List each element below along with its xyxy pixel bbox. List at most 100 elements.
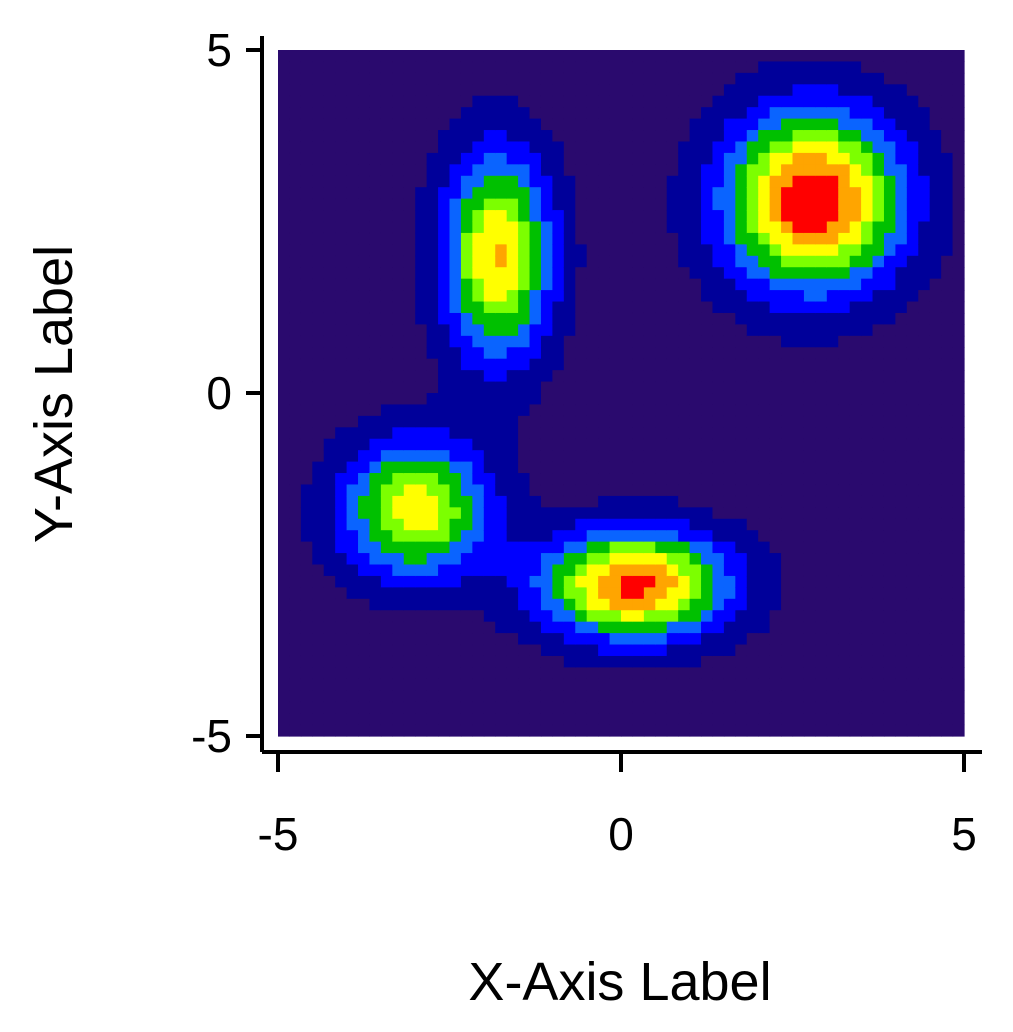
heatmap-cell <box>849 347 862 360</box>
heatmap-cell <box>460 461 473 474</box>
heatmap-cell <box>666 690 679 703</box>
heatmap-cell <box>712 484 725 497</box>
heatmap-cell <box>289 290 302 303</box>
heatmap-cell <box>678 690 691 703</box>
heatmap-cell <box>918 553 931 566</box>
heatmap-cell <box>792 393 805 406</box>
heatmap-cell <box>701 301 714 314</box>
heatmap-cell <box>872 335 885 348</box>
heatmap-cell <box>312 530 325 543</box>
heatmap-cell <box>552 290 565 303</box>
heatmap-cell <box>689 655 702 668</box>
heatmap-cell <box>758 575 771 588</box>
heatmap-cell <box>941 530 954 543</box>
heatmap-cell <box>849 335 862 348</box>
heatmap-cell <box>380 267 393 280</box>
heatmap-cell <box>472 301 485 314</box>
heatmap-cell <box>689 72 702 85</box>
heatmap-cell <box>598 621 611 634</box>
heatmap-cell <box>449 484 462 497</box>
heatmap-cell <box>460 255 473 268</box>
heatmap-cell <box>426 50 439 63</box>
heatmap-cell <box>838 701 851 714</box>
heatmap-cell <box>883 644 896 657</box>
heatmap-cell <box>952 84 965 97</box>
heatmap-cell <box>666 655 679 668</box>
heatmap-cell <box>552 370 565 383</box>
heatmap-cell <box>861 130 874 143</box>
heatmap-cell <box>815 587 828 600</box>
heatmap-cell <box>358 232 371 245</box>
heatmap-cell <box>540 415 553 428</box>
heatmap-cell <box>506 644 519 657</box>
heatmap-cell <box>849 553 862 566</box>
heatmap-cell <box>518 701 531 714</box>
heatmap-cell <box>323 701 336 714</box>
heatmap-cell <box>380 370 393 383</box>
heatmap-cell <box>735 644 748 657</box>
heatmap-cell <box>895 175 908 188</box>
heatmap-cell <box>529 107 542 120</box>
heatmap-cell <box>803 175 816 188</box>
heatmap-cell <box>323 324 336 337</box>
heatmap-cell <box>563 450 576 463</box>
heatmap-cell <box>312 701 325 714</box>
heatmap-cell <box>826 461 839 474</box>
heatmap-cell <box>735 312 748 325</box>
heatmap-cell <box>792 724 805 737</box>
heatmap-cell <box>655 130 668 143</box>
heatmap-cell <box>906 107 919 120</box>
heatmap-cell <box>632 255 645 268</box>
heatmap-cell <box>952 107 965 120</box>
heatmap-cell <box>621 290 634 303</box>
heatmap-cell <box>826 427 839 440</box>
heatmap-cell <box>346 518 359 531</box>
heatmap-cell <box>895 107 908 120</box>
heatmap-cell <box>655 187 668 200</box>
heatmap-cell <box>346 232 359 245</box>
heatmap-cell <box>460 530 473 543</box>
heatmap-cell <box>689 427 702 440</box>
heatmap-cell <box>758 152 771 165</box>
heatmap-cell <box>758 232 771 245</box>
heatmap-cell <box>781 141 794 154</box>
heatmap-cell <box>552 118 565 131</box>
heatmap-cell <box>689 312 702 325</box>
heatmap-cell <box>621 667 634 680</box>
heatmap-cell <box>781 267 794 280</box>
heatmap-cell <box>895 335 908 348</box>
heatmap-cell <box>689 598 702 611</box>
heatmap-cell <box>312 221 325 234</box>
heatmap-cell <box>621 210 634 223</box>
heatmap-cell <box>335 244 348 257</box>
heatmap-cell <box>723 335 736 348</box>
heatmap-cell <box>518 644 531 657</box>
heatmap-cell <box>803 267 816 280</box>
heatmap-cell <box>918 518 931 531</box>
heatmap-cell <box>598 530 611 543</box>
heatmap-cell <box>746 678 759 691</box>
heatmap-cell <box>746 724 759 737</box>
heatmap-cell <box>655 701 668 714</box>
heatmap-cell <box>689 530 702 543</box>
heatmap-cell <box>941 507 954 520</box>
heatmap-cell <box>689 198 702 211</box>
heatmap-cell <box>472 187 485 200</box>
heatmap-cell <box>735 438 748 451</box>
heatmap-cell <box>586 50 599 63</box>
heatmap-cell <box>380 141 393 154</box>
heatmap-cell <box>918 312 931 325</box>
heatmap-cell <box>312 381 325 394</box>
heatmap-cell <box>586 358 599 371</box>
heatmap-cell <box>472 415 485 428</box>
heatmap-cell <box>666 267 679 280</box>
heatmap-cell <box>941 598 954 611</box>
heatmap-cell <box>781 484 794 497</box>
heatmap-cell <box>826 278 839 291</box>
heatmap-cell <box>632 415 645 428</box>
heatmap-cell <box>769 358 782 371</box>
heatmap-cell <box>323 530 336 543</box>
heatmap-cell <box>803 507 816 520</box>
heatmap-cell <box>449 141 462 154</box>
heatmap-cell <box>472 335 485 348</box>
